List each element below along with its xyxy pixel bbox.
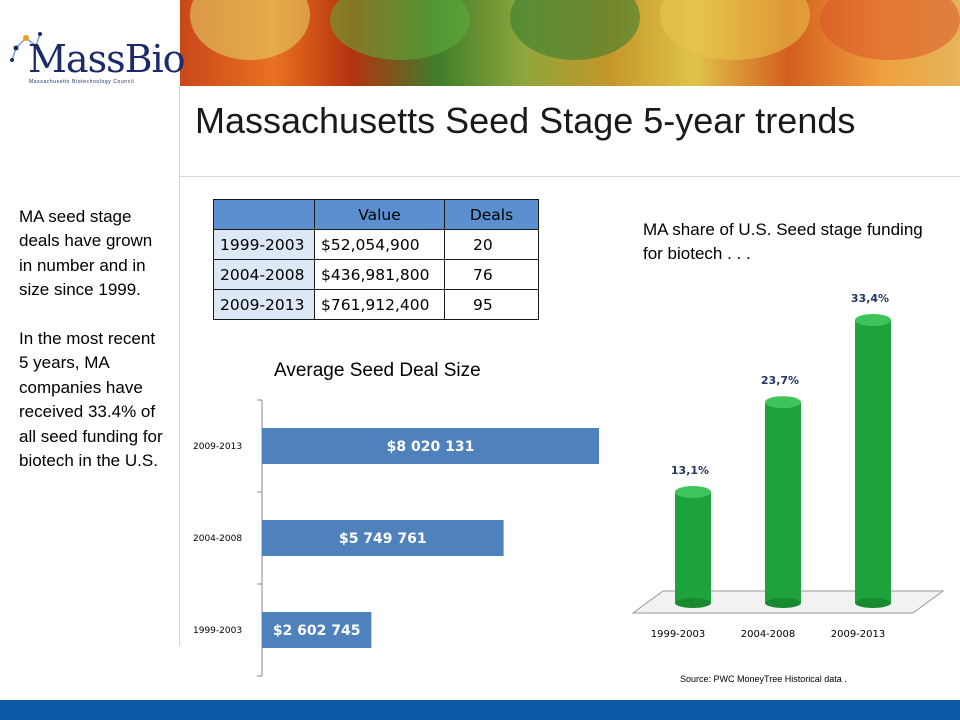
table-cell-period: 2009-2013 <box>213 289 315 320</box>
avg-chart-category-label: 1999-2003 <box>193 626 242 636</box>
share-bar-value-label: 23,7% <box>761 374 799 387</box>
avg-chart-category-label: 2004-2008 <box>193 534 242 544</box>
share-bar-value-label: 33,4% <box>851 292 889 305</box>
avg-chart-category-label: 2009-2013 <box>193 442 242 452</box>
share-cylinder-top <box>765 396 801 409</box>
seed-funding-table: Value Deals 1999-2003 $52,054,900 20 200… <box>213 199 539 320</box>
sidebar-paragraph-1: MA seed stage deals have grown in number… <box>19 207 153 300</box>
share-chart-category-label: 2009-2013 <box>831 629 886 640</box>
share-chart-title: MA share of U.S. Seed stage funding for … <box>643 220 923 263</box>
share-cylinder-base <box>765 598 801 608</box>
avg-deal-bar-label: $5 749 761 <box>339 531 427 547</box>
table-cell-value: $436,981,800 <box>314 259 445 290</box>
header-photo-banner <box>180 0 960 86</box>
sidebar-text: MA seed stage deals have grown in number… <box>19 205 169 498</box>
avg-deal-bar <box>262 520 504 556</box>
table-row: 1999-2003 $52,054,900 20 <box>213 229 539 260</box>
share-cylinder-top <box>855 314 891 326</box>
avg-deal-bar <box>262 428 599 464</box>
logo-wordmark: MassBio <box>28 37 186 81</box>
sidebar-paragraph-2: In the most recent 5 years, MA companies… <box>19 329 163 471</box>
molecule-icon <box>10 32 42 62</box>
massbio-logo: MassBio Massachusetts Biotechnology Coun… <box>0 0 186 86</box>
footer-bar <box>0 700 960 720</box>
source-note: Source: PWC MoneyTree Historical data . <box>680 674 847 684</box>
share-chart-category-label: 1999-2003 <box>651 629 706 640</box>
table-cell-period: 2004-2008 <box>213 259 315 290</box>
share-chart-category-label: 2004-2008 <box>741 629 796 640</box>
share-cylinder-base <box>675 598 711 608</box>
logo-subtitle: Massachusetts Biotechnology Council <box>29 79 135 85</box>
share-cylinder-bar <box>765 402 801 603</box>
avg-deal-bar-label: $2 602 745 <box>273 623 361 639</box>
share-bar-value-label: 13,1% <box>671 464 709 477</box>
table-header-deals: Deals <box>444 199 539 230</box>
share-cylinder-bar <box>855 320 891 603</box>
avg-deal-bar-label: $8 020 131 <box>387 439 475 455</box>
share-cylinder-top <box>675 486 711 499</box>
vertical-divider <box>179 86 180 646</box>
table-cell-period: 1999-2003 <box>213 229 315 260</box>
share-cylinder-bar <box>675 492 711 603</box>
table-header-corner <box>213 199 315 230</box>
table-row: 2009-2013 $761,912,400 95 <box>213 289 539 320</box>
avg-deal-bar <box>262 612 372 648</box>
page-title: Massachusetts Seed Stage 5-year trends <box>195 100 856 141</box>
table-cell-deals: 95 <box>444 289 539 320</box>
horizontal-divider <box>180 176 960 177</box>
logo-text-bio: Bio <box>124 37 186 81</box>
share-cylinder-base <box>855 598 891 608</box>
avg-chart-title: Average Seed Deal Size <box>274 360 481 381</box>
logo-text-mass: Mass <box>28 37 126 81</box>
